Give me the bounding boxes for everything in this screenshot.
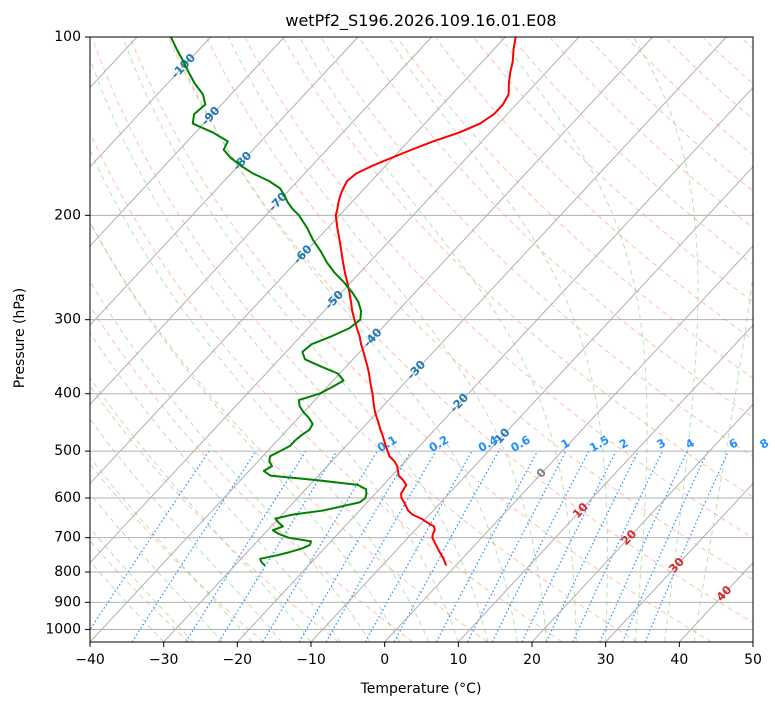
moist-adiabat [90, 527, 194, 642]
x-tick-label: 10 [449, 652, 467, 668]
mixing-ratio-line [131, 450, 257, 642]
x-tick-label: −20 [223, 652, 253, 668]
dry-adiabat [359, 38, 753, 418]
x-tick-label: 20 [523, 652, 541, 668]
isotherm-line [90, 37, 285, 247]
isotherm-line [90, 37, 654, 642]
x-tick-label: −10 [296, 652, 326, 668]
y-tick-label: 900 [54, 594, 81, 610]
moist-adiabat [90, 149, 430, 642]
isotherm-line [90, 37, 359, 326]
dry-adiabat [206, 38, 753, 581]
sounding-line-2 [169, 37, 368, 567]
isotherm-line [236, 86, 753, 642]
x-axis: −40 −30 −20 −10 0 10 20 30 40 50 [75, 642, 762, 668]
mixing-ratio-line [218, 450, 338, 642]
y-tick-label: 600 [54, 490, 81, 506]
isotherm-line [163, 37, 727, 642]
plot-frame [89, 36, 754, 643]
mixing-ratio-line [521, 450, 617, 642]
isotherm-line [457, 324, 753, 642]
moist-adiabat [90, 456, 253, 642]
x-tick-label: 0 [380, 652, 389, 668]
isotherm-line [0, 37, 63, 642]
mixing-ratio-line [364, 450, 473, 642]
mixing-ratio-line [90, 450, 210, 631]
moist-adiabat [90, 331, 341, 642]
y-tick-label: 700 [54, 530, 81, 546]
x-tick-label: 30 [597, 652, 615, 668]
dry-adiabat [283, 38, 753, 498]
mixing-ratio-lines [90, 450, 729, 642]
dry-adiabat [397, 38, 753, 379]
dry-adiabat [90, 131, 563, 642]
x-axis-label: Temperature (°C) [360, 681, 482, 697]
y-tick-label: 200 [54, 207, 81, 223]
x-tick-label: 40 [670, 652, 688, 668]
y-tick-label: 400 [54, 386, 81, 402]
pressure-gridlines [90, 37, 753, 630]
isotherm-line [90, 37, 506, 485]
dry-adiabat [90, 463, 264, 642]
dry-adiabat [244, 38, 753, 539]
moist-adiabat [90, 492, 223, 642]
mixing-ratio-line [491, 450, 590, 642]
mixing-ratio-line [393, 450, 500, 642]
isotherm-line [531, 403, 753, 642]
moist-adiabat [499, 37, 648, 642]
dry-adiabat [130, 38, 712, 642]
moist-adiabat [90, 560, 165, 642]
moist-adiabat [632, 37, 699, 642]
isotherms [0, 37, 753, 642]
y-tick-label: 500 [54, 443, 81, 459]
mixing-ratio-label: 8 [757, 436, 771, 452]
y-tick-label: 100 [54, 29, 81, 45]
isotherm-line [310, 165, 753, 642]
moist-adiabat [90, 280, 371, 642]
mixing-ratio-line [435, 450, 539, 642]
y-axis: 100 200 300 400 500 600 700 800 900 1000 [45, 29, 90, 637]
sounding-line-1 [334, 37, 517, 566]
x-tick-label: −30 [149, 652, 179, 668]
isotherm-line [90, 37, 433, 406]
sounding-profiles [169, 37, 517, 567]
x-tick-label: −40 [75, 652, 105, 668]
moist-adiabat [298, 37, 577, 642]
isotherm-line [90, 37, 212, 168]
dry-adiabat [90, 305, 414, 642]
chart-title: wetPf2_S196.2026.109.16.01.E08 [285, 11, 556, 31]
dry-adiabat [321, 38, 753, 458]
moist-adiabat [227, 37, 548, 642]
mixing-ratio-line [621, 450, 709, 642]
y-tick-label: 300 [54, 312, 81, 328]
isotherm-line [752, 641, 753, 642]
isotherm-line [605, 482, 753, 642]
x-tick-label: 50 [744, 652, 762, 668]
isotherm-line [90, 37, 580, 564]
isotherm-line [384, 245, 753, 642]
moist-adiabat [170, 37, 518, 642]
moist-adiabat [693, 271, 753, 642]
moist-adiabat [387, 37, 608, 642]
y-tick-label: 800 [54, 564, 81, 580]
plot-background [90, 37, 753, 642]
moist-adiabat [90, 57, 459, 642]
y-axis-label: Pressure (hPa) [12, 288, 28, 388]
mixing-ratio-line [185, 450, 307, 642]
moist-adiabat [90, 221, 400, 642]
y-tick-label: 1000 [45, 621, 81, 637]
